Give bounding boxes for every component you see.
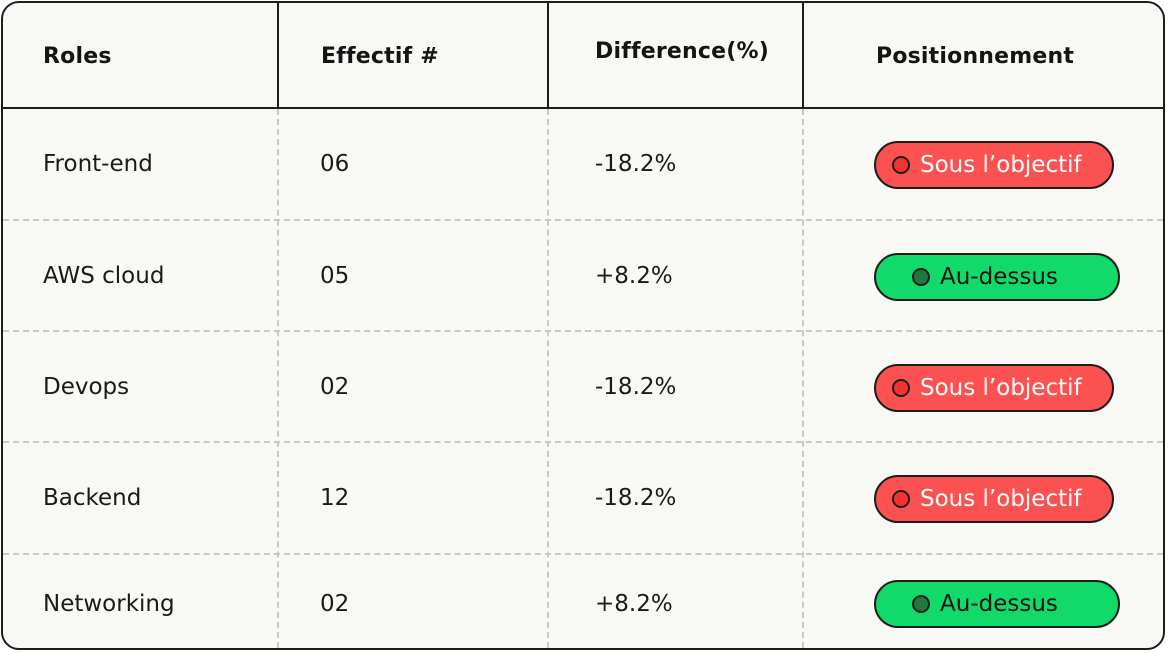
column-divider	[802, 109, 804, 648]
red-status-dot-icon	[892, 378, 910, 397]
effectif-cell: 06	[320, 151, 350, 177]
column-divider	[277, 109, 279, 648]
table-row: Backend 12 -18.2% Sous l’objectif	[3, 443, 1163, 555]
effectif-cell: 02	[320, 373, 350, 400]
red-status-dot-icon	[892, 156, 910, 174]
header-difference: Difference(%)	[547, 3, 802, 109]
role-cell: Front-end	[43, 151, 153, 177]
difference-cell: -18.2%	[595, 151, 677, 177]
status-label: Au-dessus	[940, 590, 1058, 617]
green-status-dot-icon	[912, 267, 930, 286]
status-label: Au-dessus	[940, 263, 1058, 290]
status-badge: Sous l’objectif	[874, 475, 1114, 523]
difference-cell: +8.2%	[595, 262, 673, 289]
difference-cell: -18.2%	[595, 485, 677, 511]
role-cell: AWS cloud	[43, 262, 165, 289]
difference-cell: -18.2%	[595, 373, 677, 400]
status-label: Sous l’objectif	[920, 152, 1082, 178]
status-badge: Au-dessus	[874, 252, 1120, 301]
header-positionnement: Positionnement	[802, 3, 1163, 109]
header-effectif: Effectif #	[277, 3, 547, 109]
status-label: Sous l’objectif	[920, 374, 1082, 401]
red-status-dot-icon	[892, 490, 910, 508]
header-roles: Roles	[43, 43, 112, 69]
table-row: AWS cloud 05 +8.2% Au-dessus	[3, 221, 1163, 332]
role-cell: Backend	[43, 485, 142, 511]
status-label: Sous l’objectif	[920, 486, 1082, 512]
role-cell: Devops	[43, 373, 130, 400]
column-divider	[547, 109, 549, 648]
table-row: Networking 02 +8.2% Au-dessus	[3, 555, 1163, 648]
effectif-cell: 02	[320, 590, 350, 617]
table-header: Roles Effectif # Difference(%) Positionn…	[3, 3, 1163, 109]
status-badge: Sous l’objectif	[874, 141, 1114, 189]
status-badge: Sous l’objectif	[874, 363, 1114, 412]
effectif-cell: 05	[320, 262, 350, 289]
table-row: Front-end 06 -18.2% Sous l’objectif	[3, 109, 1163, 221]
difference-cell: +8.2%	[595, 590, 673, 617]
effectif-cell: 12	[320, 485, 350, 511]
status-badge: Au-dessus	[874, 579, 1120, 628]
green-status-dot-icon	[912, 594, 930, 613]
table-row: Devops 02 -18.2% Sous l’objectif	[3, 332, 1163, 443]
role-cell: Networking	[43, 590, 175, 617]
